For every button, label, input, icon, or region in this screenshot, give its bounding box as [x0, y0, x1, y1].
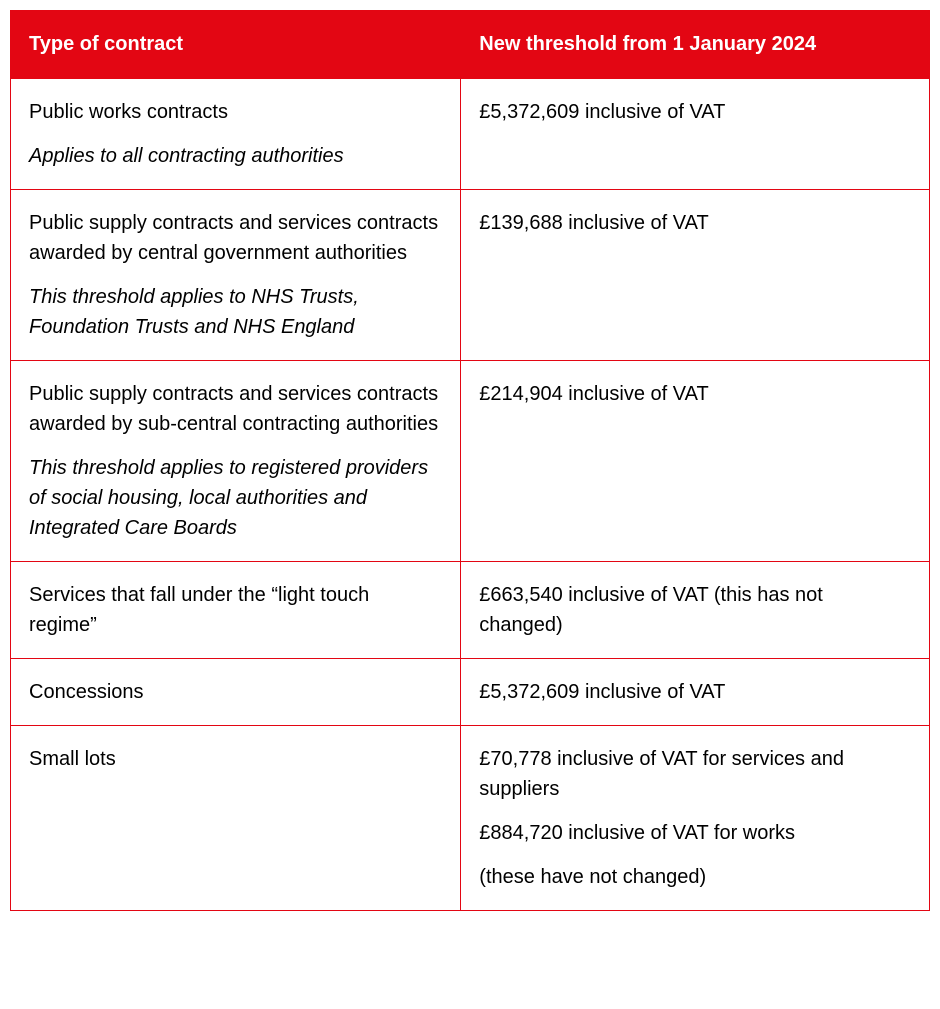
- table-row: Public supply contracts and services con…: [11, 190, 930, 361]
- contract-main-text: Public supply contracts and services con…: [29, 379, 442, 439]
- cell-contract-type: Public supply contracts and services con…: [11, 190, 461, 361]
- contract-main-text: Public supply contracts and services con…: [29, 208, 442, 268]
- contract-note-text: This threshold applies to registered pro…: [29, 453, 442, 543]
- table-header-row: Type of contract New threshold from 1 Ja…: [11, 11, 930, 79]
- cell-threshold: £139,688 inclusive of VAT: [461, 190, 930, 361]
- col-header-type: Type of contract: [11, 11, 461, 79]
- cell-contract-type: Public works contracts Applies to all co…: [11, 79, 461, 190]
- thresholds-table: Type of contract New threshold from 1 Ja…: [10, 10, 930, 911]
- contract-main-text: Concessions: [29, 677, 442, 707]
- cell-contract-type: Services that fall under the “light touc…: [11, 562, 461, 659]
- table-row: Services that fall under the “light touc…: [11, 562, 930, 659]
- threshold-text: £5,372,609 inclusive of VAT: [479, 677, 911, 707]
- table-row: Public works contracts Applies to all co…: [11, 79, 930, 190]
- threshold-text: £5,372,609 inclusive of VAT: [479, 97, 911, 127]
- threshold-text: £139,688 inclusive of VAT: [479, 208, 911, 238]
- contract-note-text: Applies to all contracting authorities: [29, 141, 442, 171]
- contract-note-text: This threshold applies to NHS Trusts, Fo…: [29, 282, 442, 342]
- table-row: Public supply contracts and services con…: [11, 361, 930, 562]
- threshold-text: £884,720 inclusive of VAT for works: [479, 818, 911, 848]
- threshold-text: £214,904 inclusive of VAT: [479, 379, 911, 409]
- cell-threshold: £5,372,609 inclusive of VAT: [461, 659, 930, 726]
- contract-main-text: Public works contracts: [29, 97, 442, 127]
- threshold-text: £70,778 inclusive of VAT for services an…: [479, 744, 911, 804]
- cell-contract-type: Small lots: [11, 726, 461, 911]
- cell-threshold: £5,372,609 inclusive of VAT: [461, 79, 930, 190]
- cell-threshold: £70,778 inclusive of VAT for services an…: [461, 726, 930, 911]
- cell-threshold: £214,904 inclusive of VAT: [461, 361, 930, 562]
- cell-contract-type: Concessions: [11, 659, 461, 726]
- contract-main-text: Small lots: [29, 744, 442, 774]
- contract-main-text: Services that fall under the “light touc…: [29, 580, 442, 640]
- threshold-text: £663,540 inclusive of VAT (this has not …: [479, 580, 911, 640]
- cell-threshold: £663,540 inclusive of VAT (this has not …: [461, 562, 930, 659]
- threshold-text: (these have not changed): [479, 862, 911, 892]
- table-row: Concessions £5,372,609 inclusive of VAT: [11, 659, 930, 726]
- table-row: Small lots £70,778 inclusive of VAT for …: [11, 726, 930, 911]
- col-header-threshold: New threshold from 1 January 2024: [461, 11, 930, 79]
- cell-contract-type: Public supply contracts and services con…: [11, 361, 461, 562]
